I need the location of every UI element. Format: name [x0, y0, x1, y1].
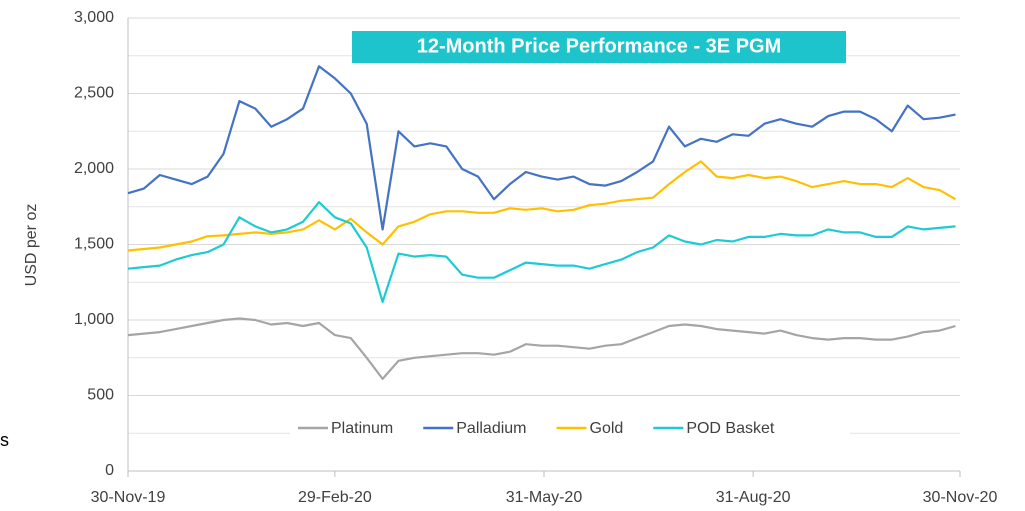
x-tick-label: 30-Nov-20 — [923, 489, 998, 506]
legend-label: Gold — [590, 420, 624, 437]
legend-label: POD Basket — [686, 420, 775, 437]
y-tick-label: 3,000 — [74, 9, 114, 26]
title-box — [352, 31, 846, 63]
y-tick-label: 0 — [105, 462, 114, 479]
x-tick-label: 29-Feb-20 — [298, 489, 372, 506]
series-line — [127, 317, 956, 380]
legend: Platinum Palladium Gold POD Basket — [290, 413, 850, 443]
series-line — [127, 160, 957, 252]
y-tick-label: 2,500 — [74, 85, 114, 102]
series-line — [127, 201, 956, 303]
series-line — [127, 65, 956, 231]
chart-title: 12-Month Price Performance - 3E PGM — [417, 35, 782, 57]
y-tick-label: 2,000 — [74, 160, 114, 177]
y-tick-label: 1,500 — [74, 236, 114, 253]
side-text: s — [0, 430, 9, 450]
x-tick-label: 31-Aug-20 — [716, 489, 791, 506]
y-tick-label: 1,000 — [74, 311, 114, 328]
legend-label: Palladium — [456, 420, 526, 437]
y-tick-label: 500 — [87, 387, 114, 404]
legend-label: Platinum — [331, 420, 393, 437]
x-tick-label: 30-Nov-19 — [91, 489, 166, 506]
x-tick-label: 31-May-20 — [506, 489, 583, 506]
y-axis-label: USD per oz — [23, 204, 40, 287]
